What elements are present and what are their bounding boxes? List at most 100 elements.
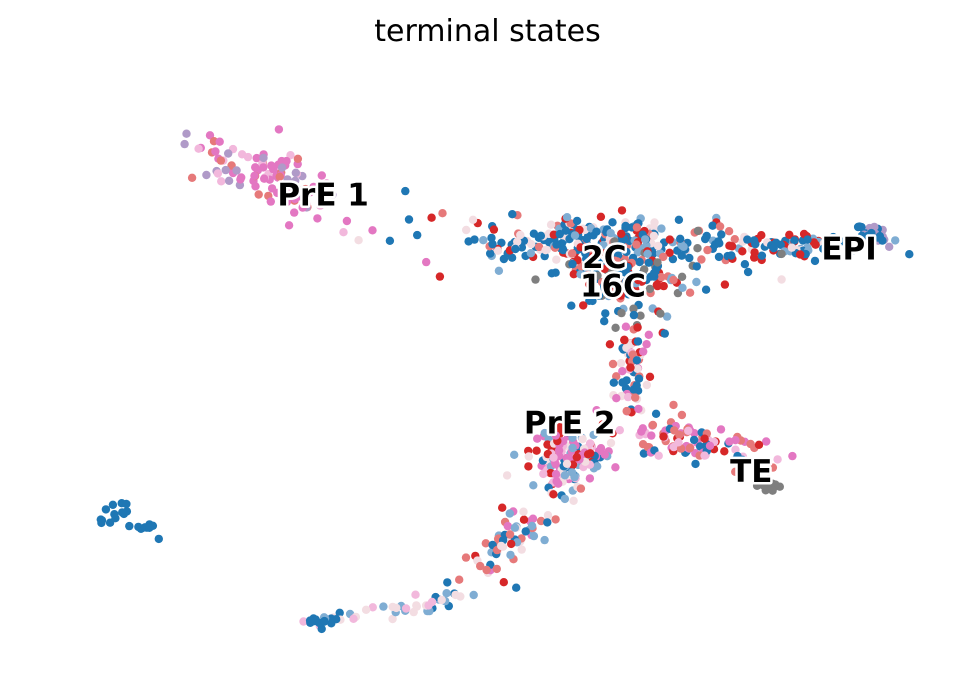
data-point — [513, 237, 522, 246]
data-point — [640, 265, 649, 274]
data-point — [725, 241, 734, 250]
data-point — [526, 249, 536, 258]
data-point — [412, 601, 421, 610]
data-point — [905, 250, 914, 259]
data-point — [616, 283, 626, 293]
data-point — [559, 245, 568, 255]
data-point — [551, 470, 561, 479]
data-point — [622, 277, 631, 286]
data-point — [811, 240, 820, 249]
data-point — [505, 530, 515, 539]
data-point — [499, 578, 508, 587]
data-point — [594, 291, 604, 300]
data-point — [740, 260, 750, 269]
data-point — [499, 254, 509, 264]
data-point — [342, 216, 352, 226]
data-point — [650, 268, 659, 278]
data-point — [532, 446, 541, 455]
data-point — [600, 450, 609, 459]
data-point — [685, 443, 695, 453]
data-point — [626, 271, 635, 280]
data-point — [290, 208, 299, 217]
data-point — [629, 310, 639, 320]
data-point — [715, 239, 724, 248]
data-point — [438, 209, 447, 218]
data-point — [768, 486, 777, 495]
data-point — [777, 275, 786, 284]
data-point — [665, 235, 674, 244]
data-point — [685, 288, 695, 297]
data-point — [652, 280, 661, 289]
data-point — [379, 602, 388, 611]
data-point — [668, 254, 678, 264]
data-point — [588, 296, 597, 306]
data-point — [488, 239, 497, 249]
data-point — [679, 242, 688, 251]
data-point — [555, 423, 565, 432]
data-point — [552, 240, 561, 249]
data-point — [213, 169, 223, 178]
data-point — [534, 242, 544, 252]
data-point — [863, 231, 872, 241]
data-point — [609, 378, 618, 387]
data-point — [497, 238, 506, 247]
data-point — [659, 432, 668, 441]
data-point — [785, 230, 794, 239]
data-point — [108, 500, 118, 509]
data-point — [250, 171, 259, 180]
data-point — [642, 340, 651, 349]
data-point — [611, 323, 620, 332]
data-point — [560, 471, 570, 480]
data-point — [187, 173, 197, 182]
data-point — [692, 262, 701, 271]
data-point — [727, 251, 736, 260]
data-point — [796, 250, 805, 259]
data-point — [503, 521, 512, 531]
data-point — [505, 509, 514, 518]
data-point — [555, 229, 564, 239]
data-point — [640, 235, 650, 244]
data-point — [494, 266, 504, 275]
data-point — [541, 246, 550, 255]
data-point — [470, 235, 479, 244]
data-point — [759, 479, 769, 489]
data-point — [676, 444, 686, 453]
data-point — [422, 257, 431, 267]
data-point — [267, 184, 277, 193]
data-point — [524, 452, 533, 461]
data-point — [656, 309, 665, 318]
data-point — [677, 410, 687, 420]
data-point — [479, 236, 488, 245]
data-point — [277, 163, 287, 172]
data-point — [388, 614, 397, 624]
state-label: PrE 1 — [277, 177, 369, 213]
data-point — [487, 233, 496, 243]
data-point — [361, 605, 371, 614]
data-point — [659, 252, 668, 262]
data-point — [368, 603, 377, 612]
data-point — [519, 507, 528, 516]
data-point — [529, 531, 539, 541]
data-point — [551, 431, 560, 440]
data-point — [636, 311, 645, 320]
data-point — [598, 420, 607, 429]
data-point — [442, 589, 451, 598]
data-point — [608, 359, 618, 369]
data-point — [615, 426, 624, 435]
data-point — [568, 443, 577, 453]
data-point — [507, 539, 516, 549]
data-point — [787, 243, 796, 252]
data-point — [517, 243, 527, 252]
state-label: PrE 2 — [524, 405, 616, 441]
data-point — [118, 508, 127, 517]
data-point — [254, 190, 263, 199]
data-point — [221, 165, 230, 175]
data-point — [751, 239, 760, 249]
data-point — [498, 503, 507, 512]
data-point — [608, 218, 617, 227]
data-point — [252, 153, 261, 163]
data-point — [617, 229, 626, 238]
data-point — [497, 541, 506, 551]
data-point — [691, 459, 700, 469]
